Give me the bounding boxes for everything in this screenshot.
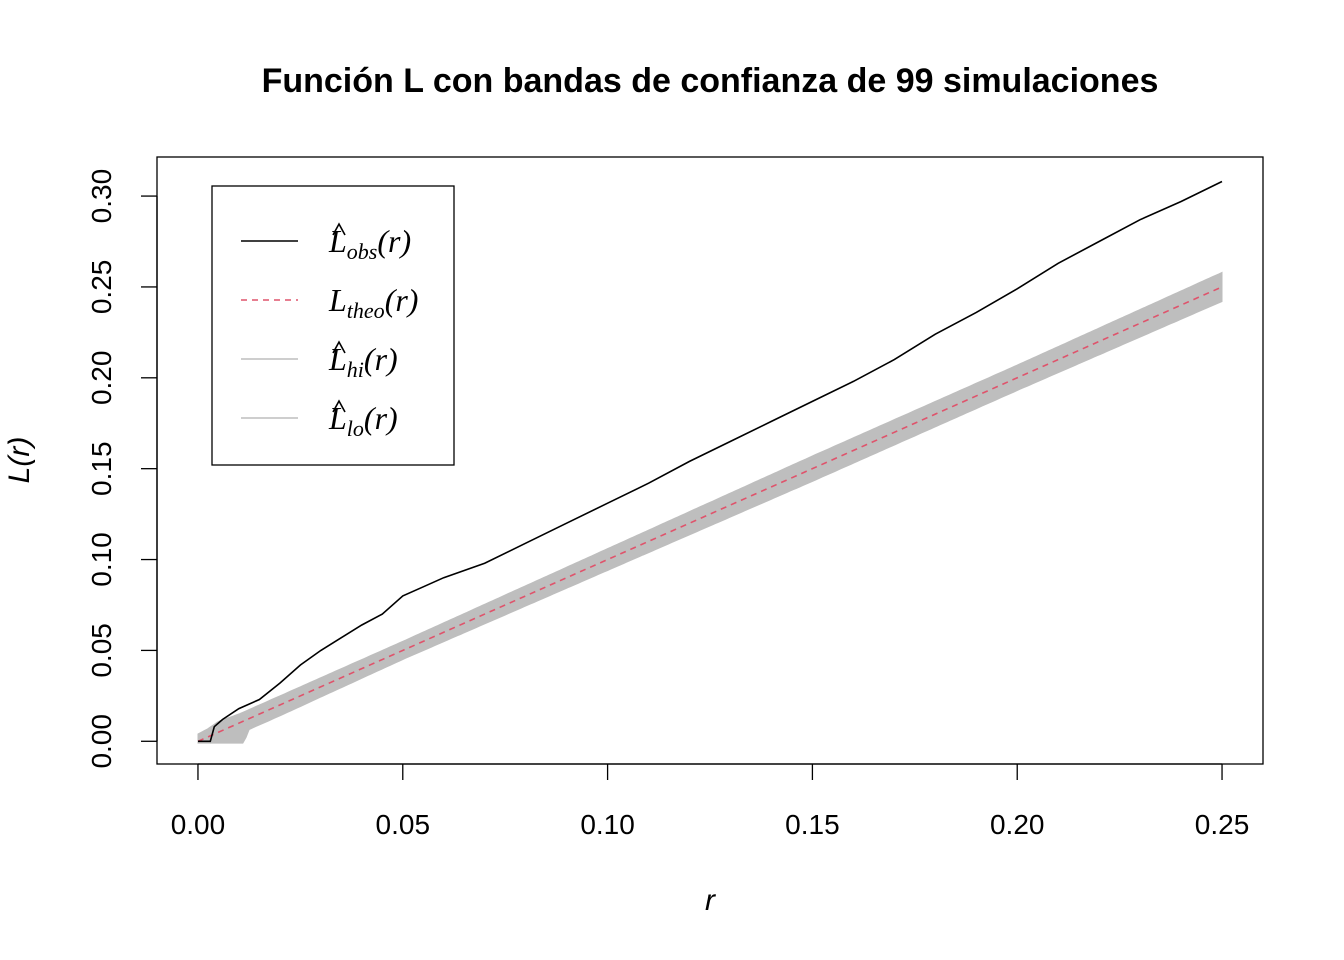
x-axis: 0.00 0.05 0.10 0.15 0.20 0.25 [171, 763, 1250, 840]
y-tick-label: 0.25 [86, 260, 117, 315]
y-axis-label: L(r) [3, 437, 36, 484]
series-line-obs [198, 180, 1223, 743]
series-line-layer [197, 180, 1223, 743]
x-tick-label: 0.15 [785, 809, 840, 840]
confidence-band [197, 271, 1223, 744]
y-tick-label: 0.10 [86, 532, 117, 587]
x-tick-label: 0.20 [990, 809, 1045, 840]
x-tick-label: 0.10 [580, 809, 635, 840]
chart-title: Función L con bandas de confianza de 99 … [262, 62, 1159, 100]
y-tick-label: 0.20 [86, 351, 117, 406]
y-axis: 0.00 0.05 0.10 0.15 0.20 0.25 0.30 [86, 169, 158, 769]
x-tick-label: 0.05 [376, 809, 431, 840]
legend: Lobs(r) Ltheo(r) Lhi(r) Llo(r) [211, 185, 455, 466]
y-tick-label: 0.00 [86, 714, 117, 769]
legend-label-lo: Llo(r) [328, 400, 398, 441]
legend-label-hi: Lhi(r) [328, 341, 398, 382]
legend-label-obs: Lobs(r) [328, 223, 411, 264]
x-tick-label: 0.25 [1195, 809, 1250, 840]
hat-accent [332, 222, 346, 236]
confidence-band-layer [197, 271, 1223, 744]
x-axis-label: r [705, 884, 716, 917]
y-tick-label: 0.30 [86, 169, 117, 224]
legend-label-theo: Ltheo(r) [328, 282, 418, 323]
x-tick-label: 0.00 [171, 809, 226, 840]
y-tick-label: 0.15 [86, 441, 117, 496]
y-tick-label: 0.05 [86, 623, 117, 678]
hat-accent [332, 399, 346, 413]
hat-accent [332, 340, 346, 354]
